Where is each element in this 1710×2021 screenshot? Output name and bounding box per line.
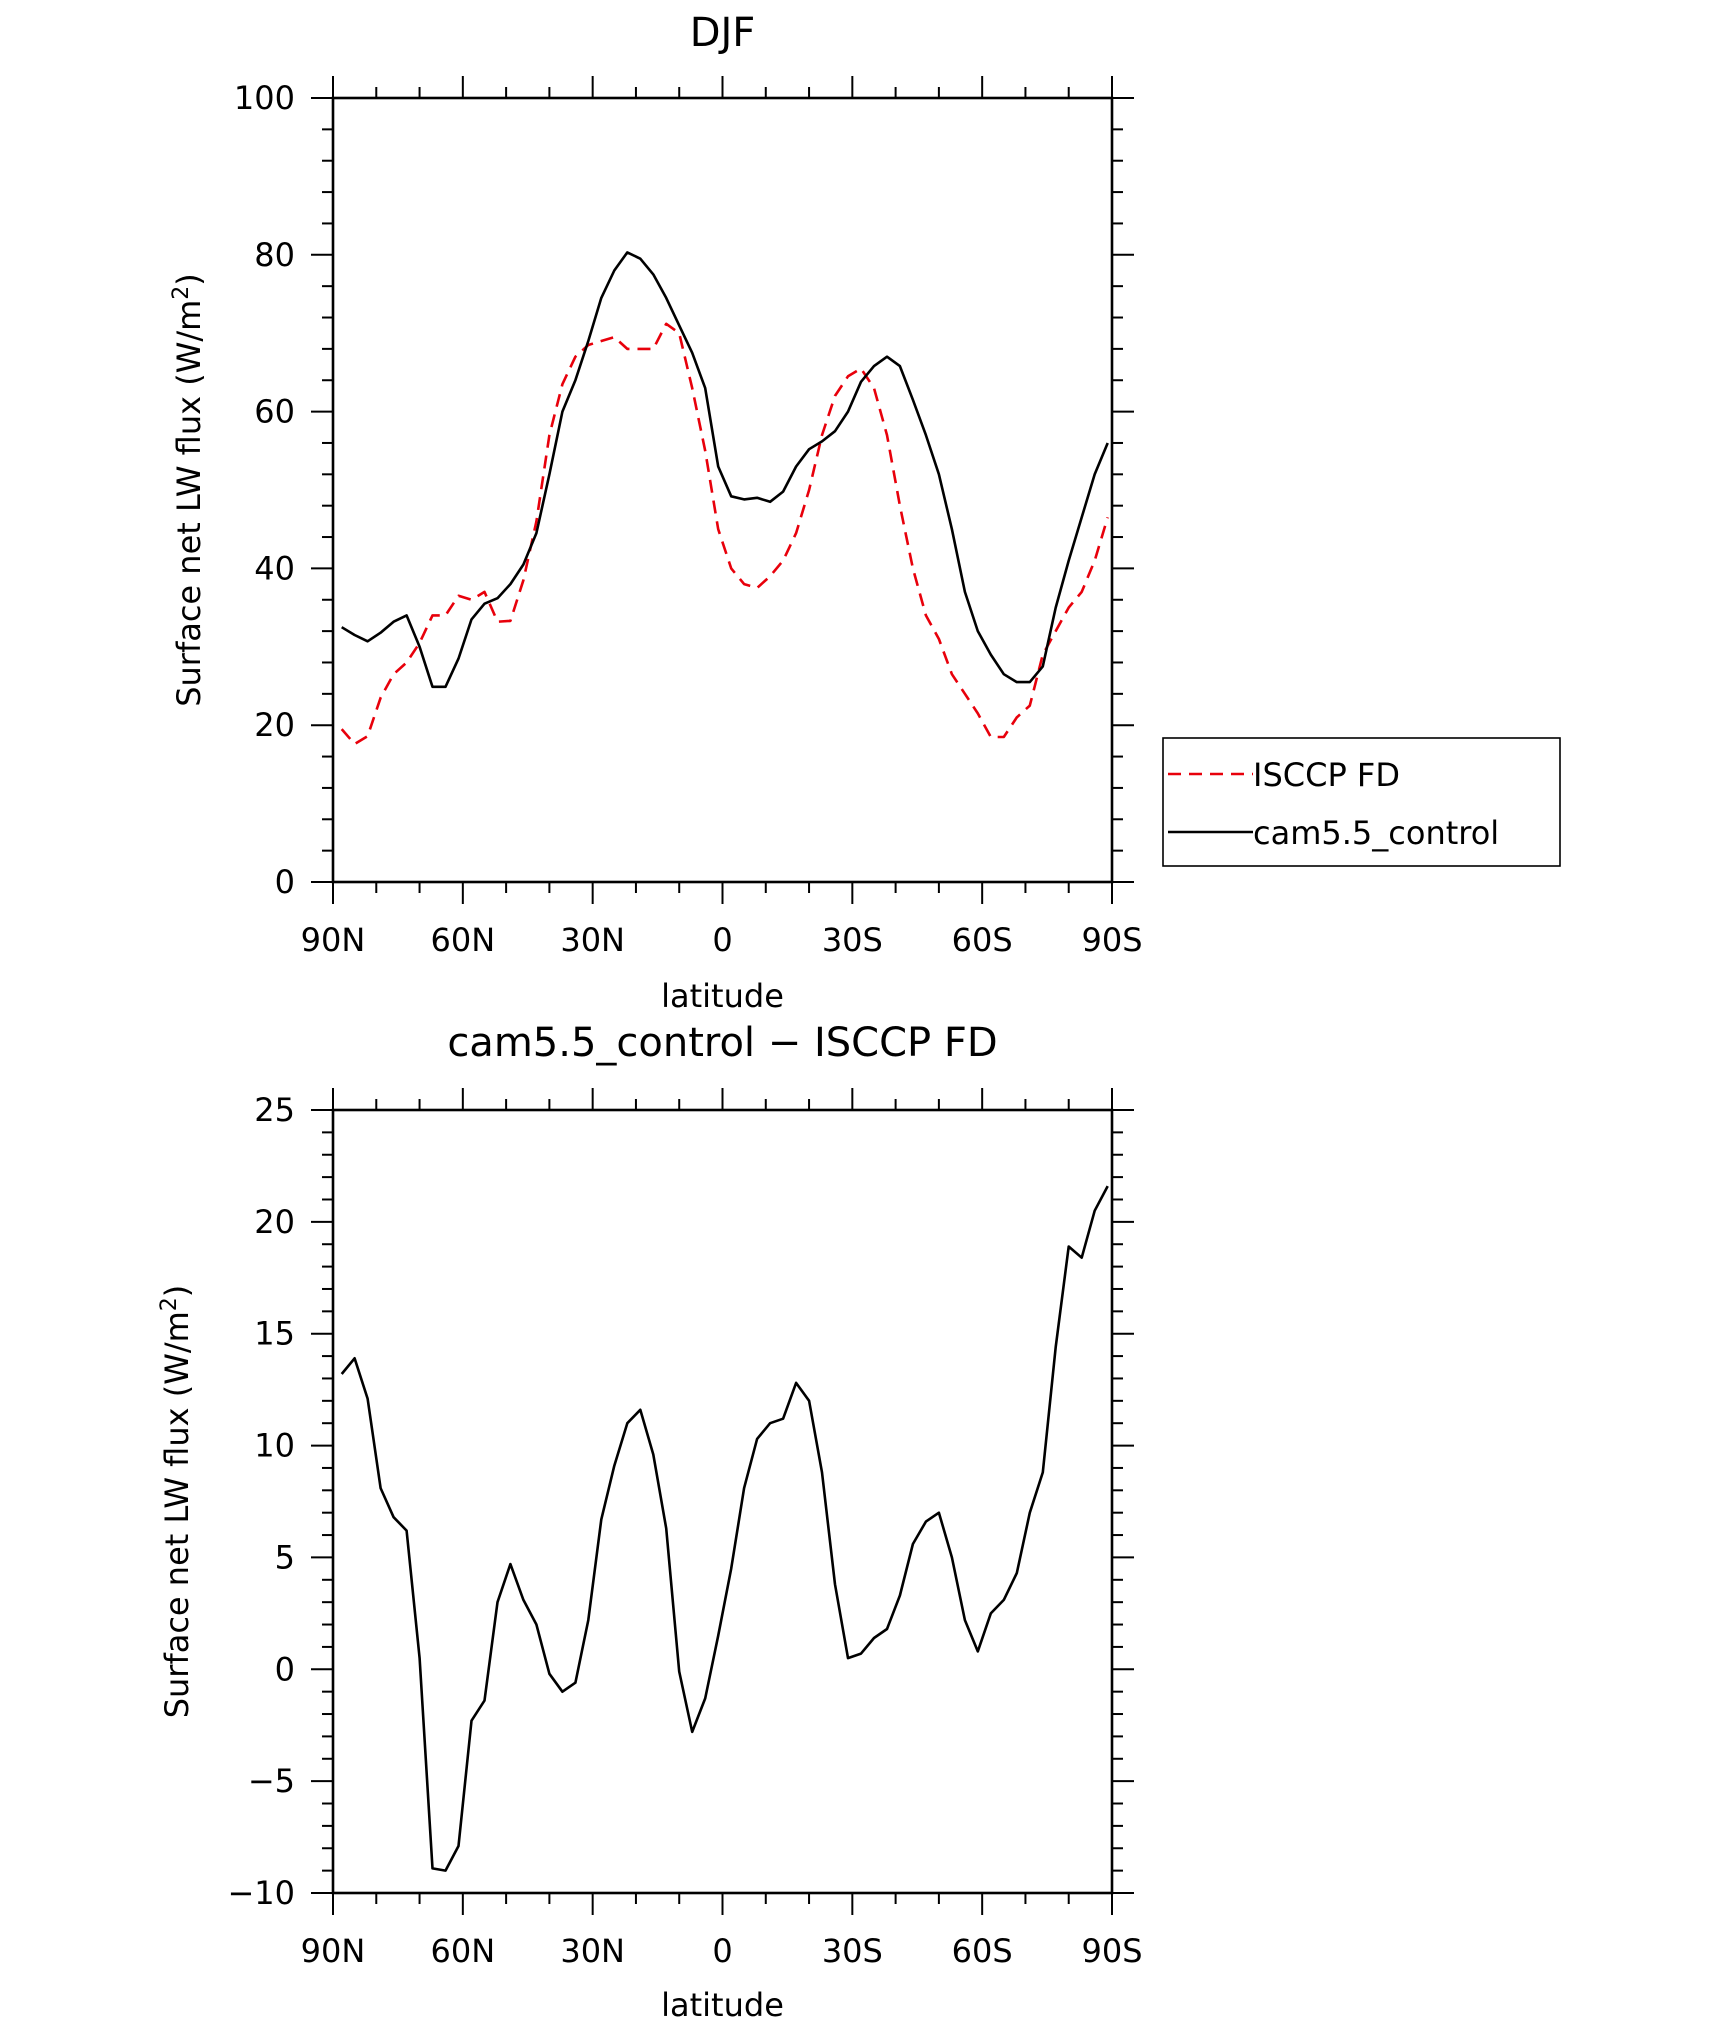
bottom-xtick-label: 60S bbox=[952, 1932, 1013, 1970]
top-xtick-label: 90S bbox=[1081, 921, 1142, 959]
bottom-chart-frame bbox=[331, 1108, 1114, 1895]
bottom-xtick-label: 30N bbox=[560, 1932, 625, 1970]
legend-label-cam5-5-control: cam5.5_control bbox=[1253, 814, 1499, 852]
bottom-ytick-label: 25 bbox=[254, 1091, 295, 1129]
bottom-ytick-label: 15 bbox=[254, 1315, 295, 1353]
top-series-line-1 bbox=[341, 251, 1109, 689]
bottom-ytick-label: −10 bbox=[227, 1874, 295, 1912]
legend-label-isccp-fd: ISCCP FD bbox=[1253, 756, 1400, 794]
bottom-ytick-label: 10 bbox=[254, 1427, 295, 1465]
top-chart-frame bbox=[331, 96, 1114, 884]
top-ytick-label: 60 bbox=[254, 393, 295, 431]
top-chart-xlabel: latitude bbox=[661, 977, 784, 1015]
top-xtick-label: 30S bbox=[822, 921, 883, 959]
top-xtick-label: 60N bbox=[431, 921, 496, 959]
legend: ISCCP FD cam5.5_control bbox=[1162, 737, 1561, 867]
top-series-line-0 bbox=[340, 322, 1109, 746]
bottom-xtick-label: 0 bbox=[712, 1932, 732, 1970]
bottom-ytick-label: 5 bbox=[275, 1538, 295, 1576]
bottom-chart-ylabel: Surface net LW flux (W/m2) bbox=[157, 1285, 197, 1719]
bottom-chart-title: cam5.5_control − ISCCP FD bbox=[447, 1020, 997, 1066]
bottom-xtick-label: 60N bbox=[431, 1932, 496, 1970]
top-chart-panel: DJF latitude Surface net LW flux (W/m2) … bbox=[169, 10, 1143, 1015]
bottom-xtick-label: 90S bbox=[1081, 1932, 1142, 1970]
top-chart-title: DJF bbox=[690, 10, 756, 56]
top-ytick-label: 40 bbox=[254, 549, 295, 587]
top-ytick-label: 0 bbox=[275, 863, 295, 901]
top-ytick-label: 100 bbox=[234, 79, 295, 117]
top-xtick-label: 90N bbox=[301, 921, 366, 959]
bottom-xtick-label: 90N bbox=[301, 1932, 366, 1970]
bottom-ytick-label: 0 bbox=[275, 1650, 295, 1688]
top-ytick-label: 80 bbox=[254, 236, 295, 274]
bottom-series-line-0 bbox=[340, 1185, 1109, 1872]
top-xtick-label: 30N bbox=[560, 921, 625, 959]
bottom-ytick-label: 20 bbox=[254, 1203, 295, 1241]
top-xtick-label: 60S bbox=[952, 921, 1013, 959]
bottom-chart-panel: cam5.5_control − ISCCP FD latitude Surfa… bbox=[157, 1020, 1143, 2021]
legend-box bbox=[1162, 737, 1561, 867]
bottom-xtick-label: 30S bbox=[822, 1932, 883, 1970]
top-ytick-label: 20 bbox=[254, 706, 295, 744]
bottom-chart-xlabel: latitude bbox=[661, 1986, 784, 2021]
top-xtick-label: 0 bbox=[712, 921, 732, 959]
bottom-ytick-label: −5 bbox=[248, 1762, 295, 1800]
top-chart-ylabel: Surface net LW flux (W/m2) bbox=[169, 273, 209, 707]
